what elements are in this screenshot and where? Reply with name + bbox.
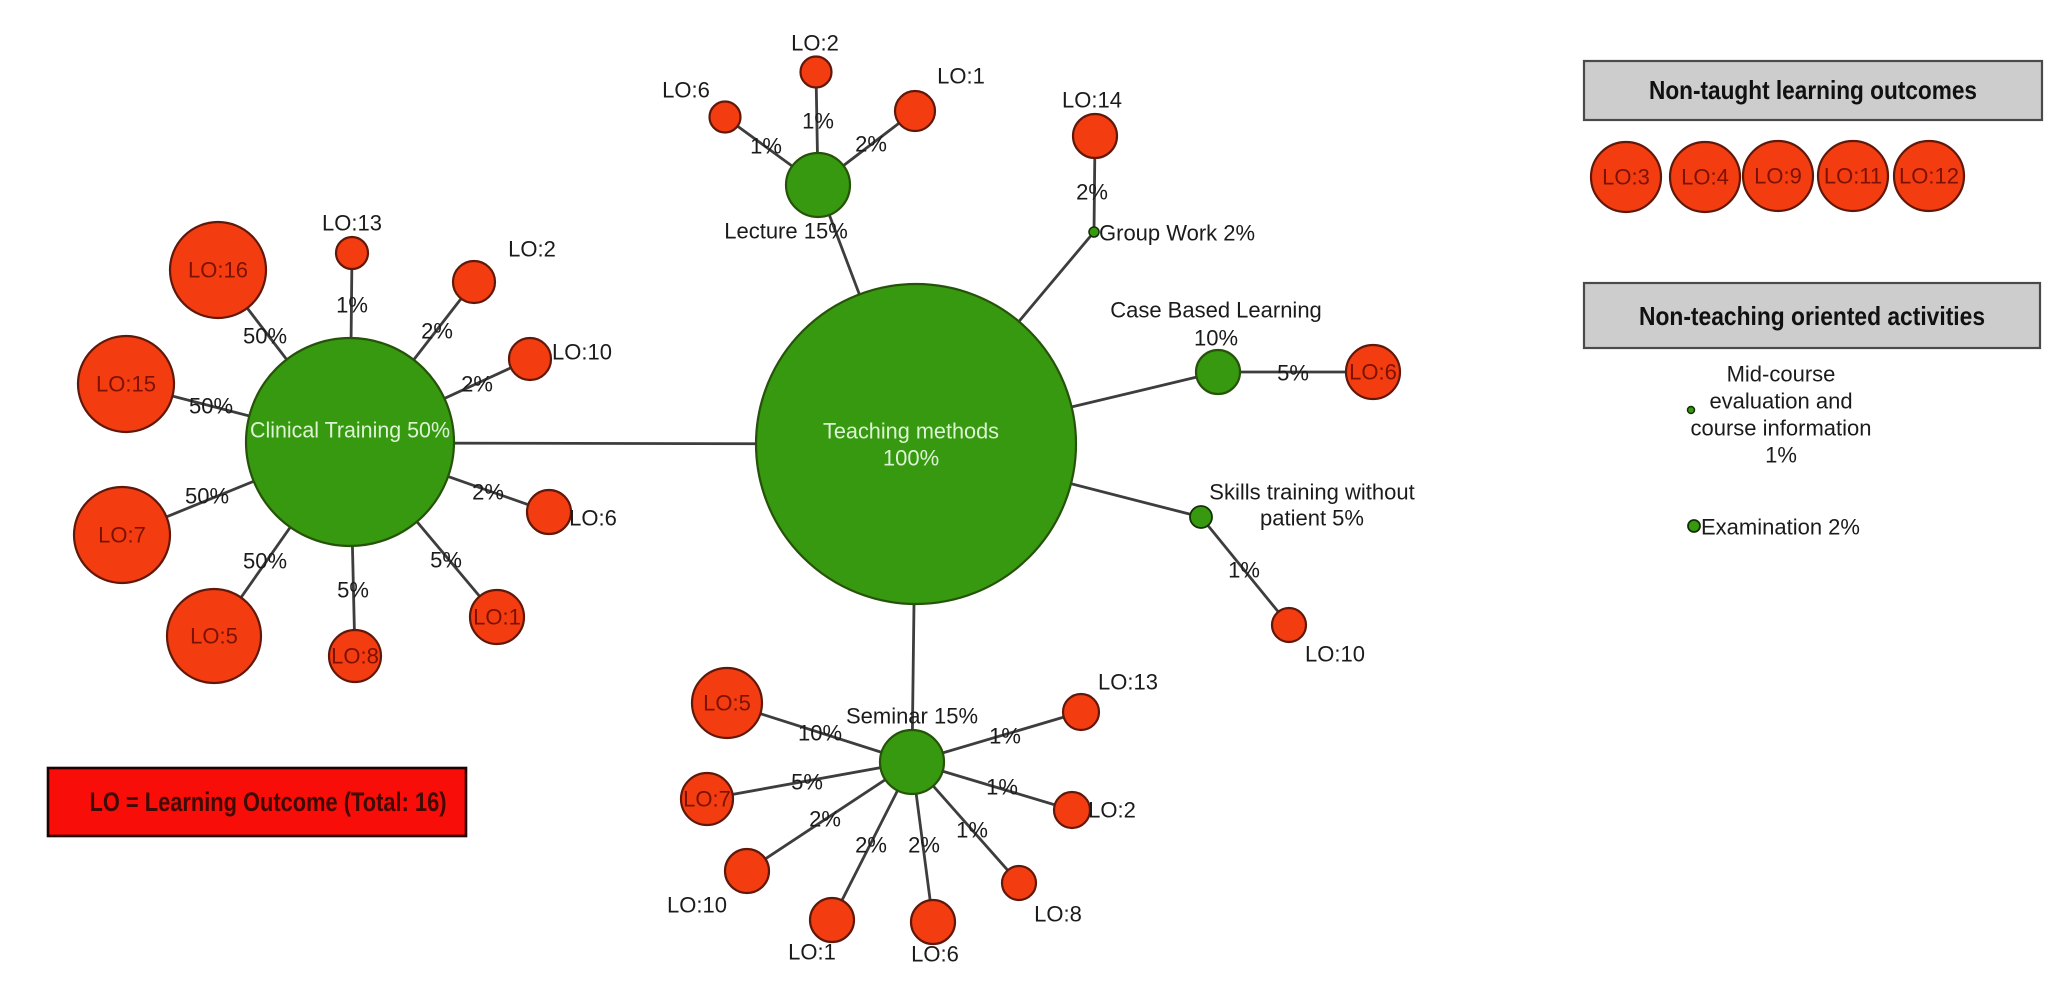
svg-text:LO:10: LO:10 [1305,642,1365,667]
svg-text:1%: 1% [802,109,834,134]
svg-text:1%: 1% [1228,558,1260,583]
svg-text:2%: 2% [855,132,887,157]
svg-text:Non-taught learning outcomes: Non-taught learning outcomes [1649,75,1977,105]
svg-text:LO:16: LO:16 [188,258,248,283]
svg-text:LO:5: LO:5 [703,691,751,716]
svg-text:LO:11: LO:11 [1824,164,1882,189]
svg-text:Group Work 2%: Group Work 2% [1099,221,1255,246]
svg-text:1%: 1% [989,724,1021,749]
svg-text:Mid-course: Mid-course [1727,362,1836,387]
svg-text:LO:1: LO:1 [473,605,521,630]
svg-text:evaluation and: evaluation and [1709,389,1852,414]
svg-text:1%: 1% [750,134,782,159]
svg-text:LO:6: LO:6 [569,506,617,531]
svg-text:Seminar 15%: Seminar 15% [846,704,978,729]
svg-text:1%: 1% [1765,443,1797,468]
svg-text:50%: 50% [243,549,287,574]
svg-text:LO:13: LO:13 [1098,670,1158,695]
svg-text:LO:9: LO:9 [1754,164,1802,189]
svg-text:1%: 1% [336,293,368,318]
svg-text:LO:6: LO:6 [911,942,959,967]
svg-text:50%: 50% [243,324,287,349]
svg-text:LO:10: LO:10 [667,893,727,918]
svg-text:1%: 1% [956,818,988,843]
svg-text:2%: 2% [855,833,887,858]
svg-text:LO:10: LO:10 [552,340,612,365]
svg-text:5%: 5% [430,548,462,573]
svg-text:LO:14: LO:14 [1062,88,1122,113]
svg-text:100%: 100% [883,446,939,471]
svg-text:Clinical Training 50%: Clinical Training 50% [250,418,450,443]
svg-text:LO:13: LO:13 [322,211,382,236]
svg-text:Examination 2%: Examination 2% [1701,515,1860,540]
svg-text:5%: 5% [791,770,823,795]
svg-text:LO = Learning Outcome (Total:: LO = Learning Outcome (Total: 16) [90,787,447,817]
svg-text:LO:1: LO:1 [937,64,985,89]
svg-text:LO:7: LO:7 [683,787,731,812]
svg-text:2%: 2% [421,319,453,344]
svg-text:5%: 5% [1277,361,1309,386]
svg-text:Case Based Learning: Case Based Learning [1110,298,1322,323]
svg-text:LO:1: LO:1 [788,940,836,965]
svg-text:10%: 10% [1194,326,1238,351]
svg-text:LO:8: LO:8 [331,644,379,669]
svg-text:2%: 2% [809,807,841,832]
svg-text:LO:8: LO:8 [1034,902,1082,927]
svg-text:2%: 2% [908,833,940,858]
svg-text:5%: 5% [337,578,369,603]
svg-text:LO:5: LO:5 [190,624,238,649]
svg-text:LO:2: LO:2 [508,237,556,262]
svg-text:course information: course information [1691,416,1872,441]
svg-text:LO:7: LO:7 [98,523,146,548]
svg-text:patient 5%: patient 5% [1260,506,1364,531]
svg-text:50%: 50% [185,484,229,509]
svg-text:LO:2: LO:2 [1088,798,1136,823]
svg-text:LO:3: LO:3 [1602,165,1650,190]
svg-text:LO:6: LO:6 [662,78,710,103]
svg-text:10%: 10% [798,721,842,746]
svg-text:Skills training without: Skills training without [1209,480,1414,505]
svg-text:Lecture 15%: Lecture 15% [724,219,848,244]
svg-text:LO:15: LO:15 [96,372,156,397]
svg-text:2%: 2% [472,480,504,505]
svg-text:LO:12: LO:12 [1899,164,1959,189]
svg-text:Non-teaching oriented activiti: Non-teaching oriented activities [1639,301,1985,331]
svg-text:50%: 50% [189,394,233,419]
svg-text:LO:4: LO:4 [1681,165,1729,190]
svg-text:LO:6: LO:6 [1349,360,1397,385]
svg-text:Teaching methods: Teaching methods [823,419,999,444]
svg-text:2%: 2% [461,372,493,397]
svg-text:2%: 2% [1076,180,1108,205]
svg-text:LO:2: LO:2 [791,31,839,56]
svg-text:1%: 1% [986,775,1018,800]
